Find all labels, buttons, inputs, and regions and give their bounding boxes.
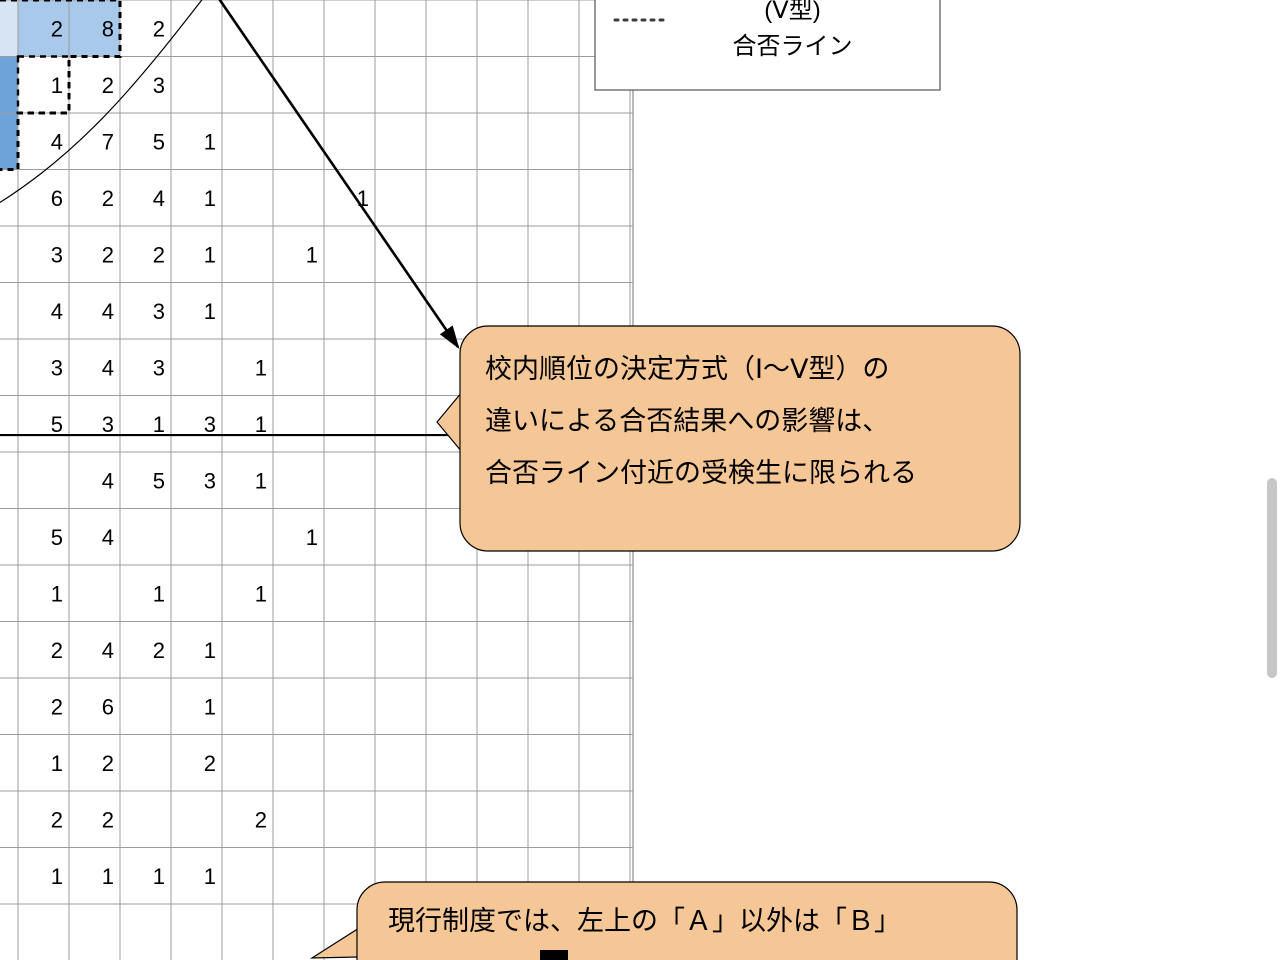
svg-text:2: 2 xyxy=(153,638,165,663)
svg-text:1: 1 xyxy=(204,864,216,889)
svg-text:4: 4 xyxy=(51,130,63,155)
svg-text:1: 1 xyxy=(204,130,216,155)
svg-text:2: 2 xyxy=(204,751,216,776)
svg-text:1: 1 xyxy=(153,412,165,437)
svg-text:1: 1 xyxy=(255,469,267,494)
svg-text:4: 4 xyxy=(102,525,114,550)
svg-text:2: 2 xyxy=(51,638,63,663)
svg-text:1: 1 xyxy=(51,864,63,889)
svg-text:2: 2 xyxy=(102,186,114,211)
svg-text:2: 2 xyxy=(102,808,114,833)
svg-text:4: 4 xyxy=(102,469,114,494)
svg-text:4: 4 xyxy=(153,186,165,211)
svg-text:5: 5 xyxy=(153,130,165,155)
svg-text:3: 3 xyxy=(102,412,114,437)
legend-box: (Ⅴ型) 合否ライン xyxy=(595,0,940,90)
svg-text:4: 4 xyxy=(102,638,114,663)
svg-text:1: 1 xyxy=(204,243,216,268)
svg-text:3: 3 xyxy=(153,73,165,98)
svg-text:3: 3 xyxy=(153,299,165,324)
svg-text:1: 1 xyxy=(102,864,114,889)
callout-bottom: 現行制度では、左上の「Ａ」以外は「Ｂ」 xyxy=(312,882,1017,960)
svg-text:1: 1 xyxy=(306,243,318,268)
svg-text:現行制度では、左上の「Ａ」以外は「Ｂ」: 現行制度では、左上の「Ａ」以外は「Ｂ」 xyxy=(388,906,901,936)
svg-text:2: 2 xyxy=(51,695,63,720)
svg-text:1: 1 xyxy=(255,582,267,607)
svg-text:2: 2 xyxy=(51,17,63,42)
svg-text:3: 3 xyxy=(153,356,165,381)
svg-text:5: 5 xyxy=(51,525,63,550)
svg-text:1: 1 xyxy=(255,356,267,381)
svg-text:2: 2 xyxy=(153,243,165,268)
svg-text:校内順位の決定方式（Ⅰ～Ⅴ型）の: 校内順位の決定方式（Ⅰ～Ⅴ型）の xyxy=(485,354,889,384)
svg-text:3: 3 xyxy=(51,243,63,268)
svg-text:(Ⅴ型): (Ⅴ型) xyxy=(764,0,820,24)
svg-text:2: 2 xyxy=(255,808,267,833)
svg-text:4: 4 xyxy=(102,356,114,381)
svg-text:2: 2 xyxy=(51,808,63,833)
svg-text:6: 6 xyxy=(51,186,63,211)
scrollbar-indicator[interactable] xyxy=(1267,478,1277,678)
svg-text:1: 1 xyxy=(306,525,318,550)
svg-text:1: 1 xyxy=(51,73,63,98)
svg-text:2: 2 xyxy=(153,17,165,42)
svg-text:合否ライン: 合否ライン xyxy=(733,33,853,60)
svg-text:3: 3 xyxy=(204,412,216,437)
svg-text:5: 5 xyxy=(153,469,165,494)
svg-text:1: 1 xyxy=(51,751,63,776)
svg-text:1: 1 xyxy=(204,299,216,324)
svg-text:1: 1 xyxy=(204,638,216,663)
svg-text:違いによる合否結果への影響は、: 違いによる合否結果への影響は、 xyxy=(485,406,889,436)
svg-text:2: 2 xyxy=(102,243,114,268)
svg-text:3: 3 xyxy=(204,469,216,494)
svg-text:3: 3 xyxy=(51,356,63,381)
svg-text:合否ライン付近の受検生に限られる: 合否ライン付近の受検生に限られる xyxy=(485,458,917,488)
svg-text:2: 2 xyxy=(102,73,114,98)
svg-text:5: 5 xyxy=(51,412,63,437)
diagram-canvas: 2 8 2 1 2 3 4 7 5 1 6 2 4 1 1 3 2 2 1 1 4 4 3 1 3 4 3 1 5 3 1 3 1 4 5 3 1 5 4 1… xyxy=(0,0,1280,960)
svg-text:4: 4 xyxy=(102,299,114,324)
svg-text:4: 4 xyxy=(51,299,63,324)
svg-text:1: 1 xyxy=(255,412,267,437)
callout-main: 校内順位の決定方式（Ⅰ～Ⅴ型）の違いによる合否結果への影響は、合否ライン付近の受… xyxy=(437,326,1020,551)
svg-text:1: 1 xyxy=(153,582,165,607)
svg-text:1: 1 xyxy=(204,695,216,720)
svg-text:6: 6 xyxy=(102,695,114,720)
svg-text:7: 7 xyxy=(102,130,114,155)
svg-text:1: 1 xyxy=(51,582,63,607)
svg-text:1: 1 xyxy=(153,864,165,889)
svg-text:8: 8 xyxy=(102,17,114,42)
svg-text:2: 2 xyxy=(102,751,114,776)
svg-text:1: 1 xyxy=(204,186,216,211)
